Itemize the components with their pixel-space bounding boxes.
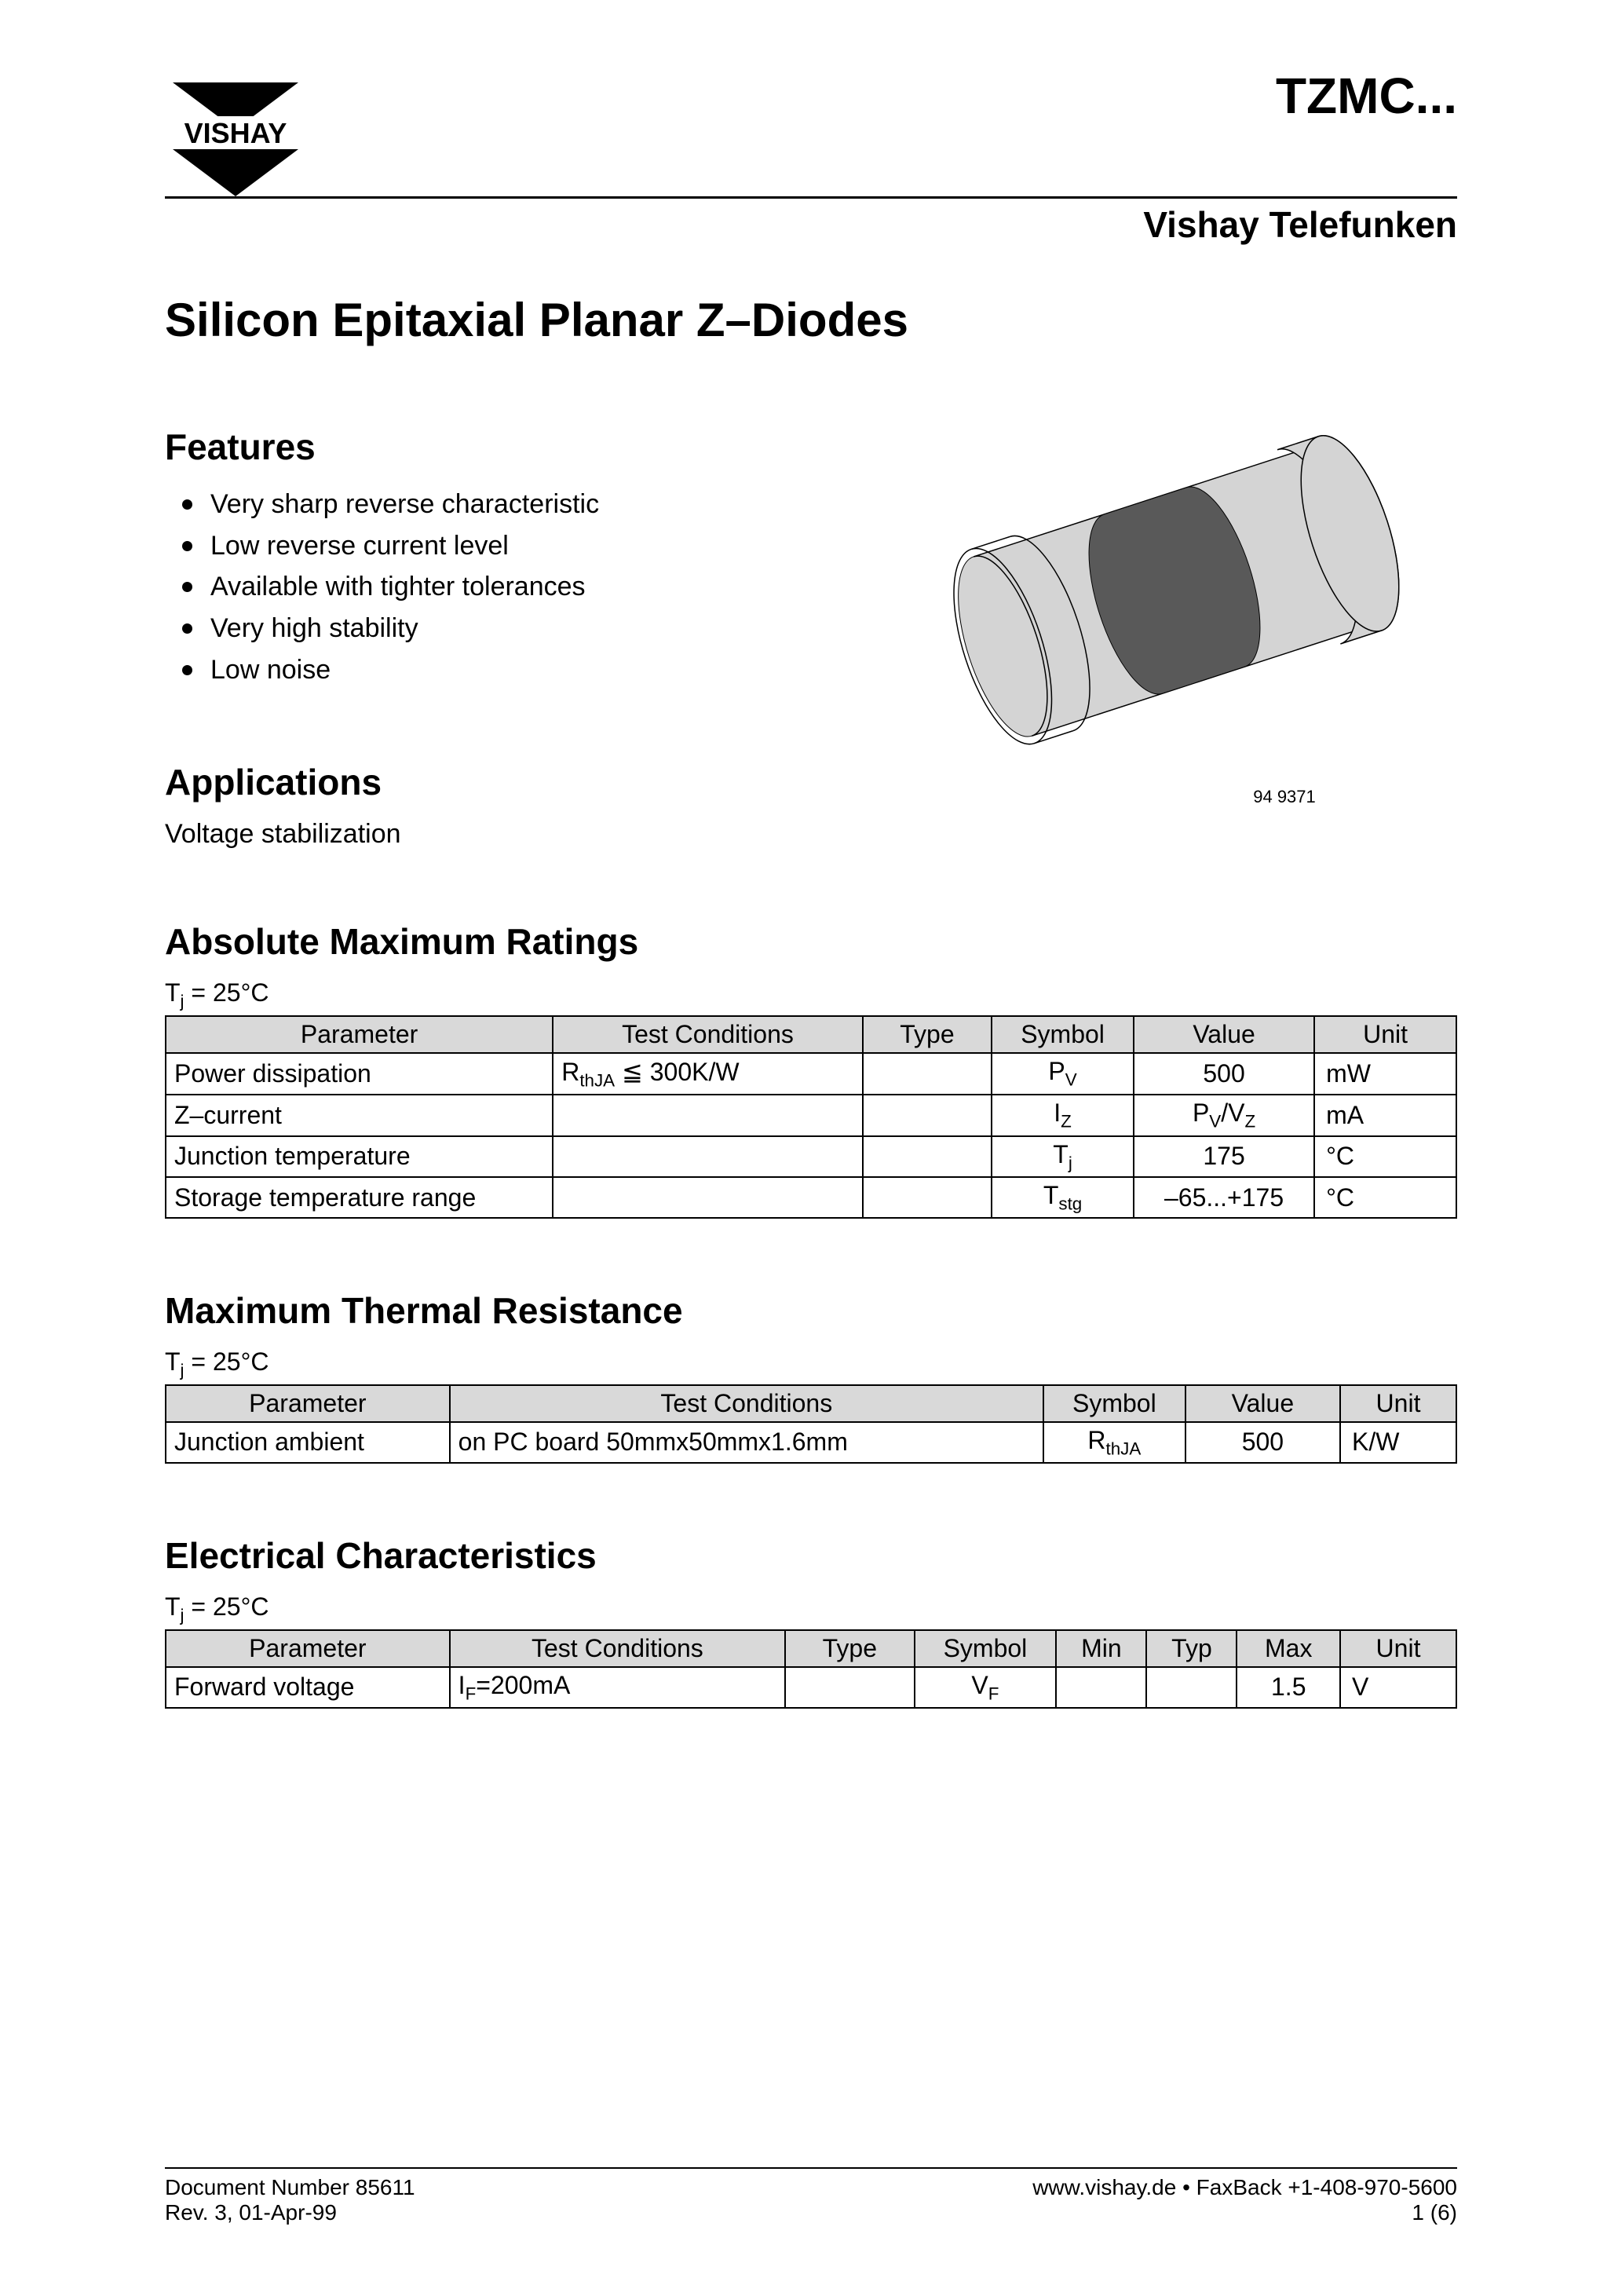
list-item: Very high stability (165, 608, 860, 649)
page-number: 1 (6) (1032, 2200, 1457, 2225)
table-row: Forward voltageIF=200mAVF1.5V (166, 1667, 1456, 1708)
th: Type (785, 1630, 914, 1667)
th: Parameter (166, 1385, 450, 1422)
th: Test Conditions (450, 1385, 1043, 1422)
th: Type (863, 1016, 992, 1053)
ec-table: Parameter Test Conditions Type Symbol Mi… (165, 1629, 1457, 1709)
product-code: TZMC... (306, 71, 1457, 121)
table-row: Storage temperature rangeTstg–65...+175°… (166, 1177, 1456, 1218)
table-row: Power dissipationRthJA ≦ 300K/WPV500mW (166, 1053, 1456, 1095)
amr-heading: Absolute Maximum Ratings (165, 920, 1457, 963)
th: Test Conditions (553, 1016, 863, 1053)
table-row: Z–currentIZPV/VZmA (166, 1095, 1456, 1135)
component-diagram (908, 426, 1441, 755)
table-row: Junction temperatureTj175°C (166, 1136, 1456, 1177)
logo-text: VISHAY (184, 117, 287, 149)
applications-text: Voltage stabilization (165, 819, 860, 850)
mtr-condition: Tj = 25°C (165, 1347, 1457, 1380)
th: Value (1185, 1385, 1340, 1422)
th: Min (1056, 1630, 1146, 1667)
footer-url: www.vishay.de • FaxBack +1-408-970-5600 (1032, 2175, 1457, 2200)
amr-condition: Tj = 25°C (165, 978, 1457, 1011)
th: Parameter (166, 1016, 553, 1053)
ec-heading: Electrical Characteristics (165, 1534, 1457, 1577)
list-item: Available with tighter tolerances (165, 566, 860, 608)
mtr-heading: Maximum Thermal Resistance (165, 1289, 1457, 1332)
applications-heading: Applications (165, 761, 860, 803)
list-item: Low noise (165, 649, 860, 691)
table-row: Junction ambienton PC board 50mmx50mmx1.… (166, 1422, 1456, 1463)
rev: Rev. 3, 01-Apr-99 (165, 2200, 415, 2225)
th: Parameter (166, 1630, 450, 1667)
th: Typ (1146, 1630, 1237, 1667)
image-id: 94 9371 (1253, 787, 1316, 807)
th: Symbol (915, 1630, 1057, 1667)
th: Unit (1340, 1630, 1456, 1667)
sub-brand: Vishay Telefunken (165, 199, 1457, 246)
th: Symbol (1043, 1385, 1185, 1422)
list-item: Very sharp reverse characteristic (165, 484, 860, 525)
th: Max (1237, 1630, 1340, 1667)
mtr-table: Parameter Test Conditions Symbol Value U… (165, 1384, 1457, 1464)
th: Unit (1314, 1016, 1456, 1053)
th: Value (1134, 1016, 1314, 1053)
th: Unit (1340, 1385, 1456, 1422)
amr-table: Parameter Test Conditions Type Symbol Va… (165, 1015, 1457, 1219)
footer: Document Number 85611 Rev. 3, 01-Apr-99 … (165, 2167, 1457, 2225)
features-list: Very sharp reverse characteristic Low re… (165, 484, 860, 690)
list-item: Low reverse current level (165, 525, 860, 567)
th: Symbol (992, 1016, 1134, 1053)
features-heading: Features (165, 426, 860, 468)
page-title: Silicon Epitaxial Planar Z–Diodes (165, 293, 1457, 347)
vishay-logo: VISHAY (165, 79, 306, 196)
doc-number: Document Number 85611 (165, 2175, 415, 2200)
ec-condition: Tj = 25°C (165, 1592, 1457, 1625)
th: Test Conditions (450, 1630, 785, 1667)
